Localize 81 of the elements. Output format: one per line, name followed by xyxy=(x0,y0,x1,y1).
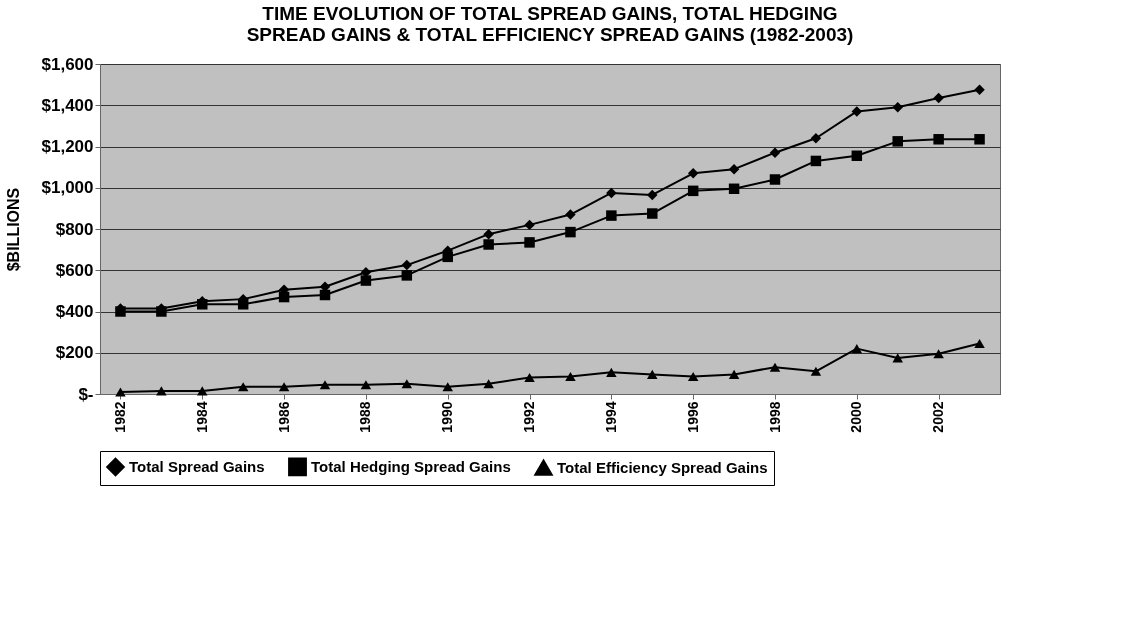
y-tick-label: $800 xyxy=(55,219,94,239)
x-tick-label: 1992 xyxy=(521,401,538,433)
point xyxy=(524,219,535,231)
text: SPREAD GAINS & TOTAL EFFICIENCY SPREAD GAINS (1982-2003) xyxy=(246,24,854,45)
point xyxy=(974,338,985,349)
point xyxy=(483,379,494,389)
point xyxy=(237,382,249,392)
point xyxy=(524,372,535,383)
y-tick-label: $1,000 xyxy=(41,178,94,198)
point xyxy=(319,289,331,301)
point xyxy=(483,228,494,240)
point xyxy=(115,387,126,397)
point xyxy=(728,163,740,175)
point xyxy=(442,382,453,392)
y-axis-title: $BILLIONS xyxy=(4,187,22,272)
point xyxy=(606,187,617,199)
legend-label: Total Hedging Spread Gains xyxy=(311,457,511,475)
x-tick-label: 1990 xyxy=(439,401,456,433)
point xyxy=(687,168,699,179)
point xyxy=(728,369,740,379)
point xyxy=(810,366,822,376)
x-tick-label: 1998 xyxy=(766,401,783,433)
point xyxy=(810,155,822,167)
y-tick-label: $600 xyxy=(55,260,94,280)
point xyxy=(401,270,413,281)
point xyxy=(851,150,863,162)
x-tick-label: 2002 xyxy=(930,401,947,433)
point xyxy=(360,380,372,390)
point xyxy=(851,106,863,117)
x-tick-label: 1994 xyxy=(602,401,619,433)
point xyxy=(197,299,208,310)
point xyxy=(851,344,863,354)
point xyxy=(483,239,494,250)
point xyxy=(769,174,781,185)
point xyxy=(197,386,208,396)
point xyxy=(933,92,944,104)
y-tick-label: $400 xyxy=(55,302,94,321)
point xyxy=(565,371,576,382)
point xyxy=(933,349,944,359)
point xyxy=(319,380,331,390)
point xyxy=(606,367,617,377)
point xyxy=(565,226,576,238)
point xyxy=(401,379,413,389)
y-tick-label: $1,200 xyxy=(41,137,94,156)
point xyxy=(442,251,453,263)
x-tick-label: 1984 xyxy=(193,401,210,433)
point xyxy=(278,382,290,392)
point xyxy=(769,362,781,372)
point xyxy=(606,210,617,221)
point xyxy=(565,209,576,220)
y-tick-label: $1,400 xyxy=(41,95,94,115)
y-tick-label: $- xyxy=(78,384,94,404)
point xyxy=(810,133,822,144)
x-tick-label: 1986 xyxy=(275,401,292,433)
point xyxy=(974,84,985,96)
legend-label: Total Spread Gains xyxy=(129,457,265,475)
point xyxy=(687,371,699,382)
point xyxy=(687,185,699,197)
x-tick-label: 2000 xyxy=(848,401,865,433)
y-tick-label: $200 xyxy=(55,343,94,363)
point xyxy=(278,291,290,303)
point xyxy=(892,102,903,113)
point xyxy=(892,136,903,147)
point xyxy=(892,353,903,363)
point xyxy=(360,275,372,286)
point xyxy=(728,183,740,195)
point xyxy=(647,208,658,219)
legend-label: Total Efficiency Spread Gains xyxy=(557,458,768,476)
point xyxy=(974,134,985,145)
point xyxy=(647,189,658,201)
text: TIME EVOLUTION OF TOTAL SPREAD GAINS, TOTAL HEDGING xyxy=(262,3,838,24)
x-tick-label: 1982 xyxy=(111,401,128,433)
point xyxy=(401,259,413,271)
y-tick-label: $1,600 xyxy=(41,54,94,74)
x-tick-label: 1988 xyxy=(357,401,374,433)
x-tick-label: 1996 xyxy=(684,401,701,433)
point xyxy=(237,299,249,310)
point xyxy=(524,237,535,248)
point xyxy=(769,147,781,158)
point xyxy=(933,134,944,145)
point xyxy=(647,369,658,379)
